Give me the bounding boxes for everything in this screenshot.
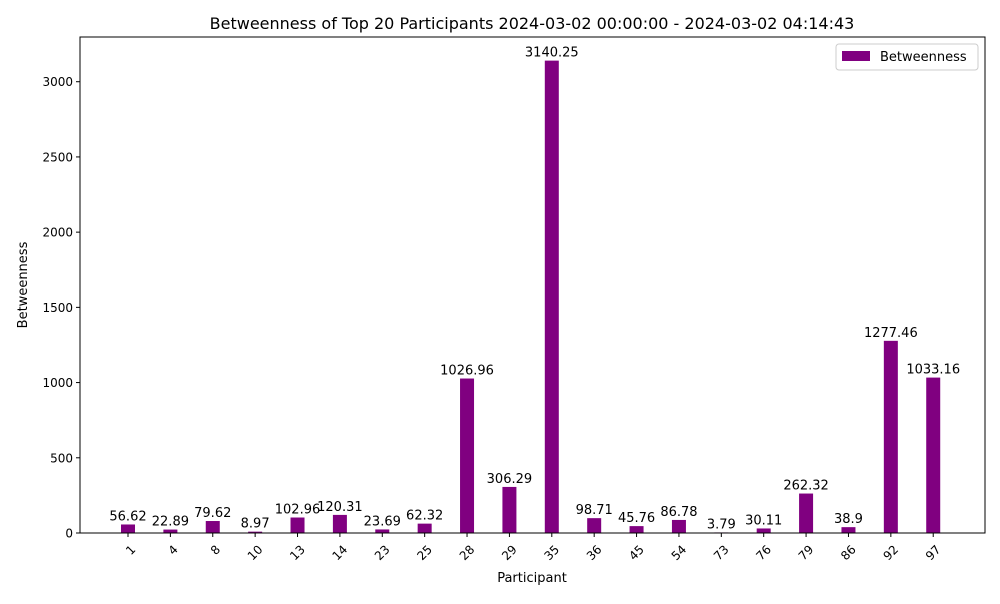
bar-76 — [756, 528, 771, 533]
bar-value-label-86: 38.9 — [834, 512, 863, 527]
bar-36 — [587, 518, 602, 533]
y-tick-label-1000: 1000 — [42, 376, 73, 390]
bar-value-label-92: 1277.46 — [864, 326, 918, 341]
bar-79 — [799, 493, 814, 533]
x-tick-label-73: 73 — [711, 542, 732, 563]
y-tick-label-2000: 2000 — [42, 226, 73, 240]
legend-swatch-betweenness — [842, 51, 870, 61]
x-tick-label-14: 14 — [330, 542, 351, 563]
bar-45 — [629, 526, 644, 533]
bar-54 — [671, 519, 686, 533]
bar-value-label-1: 56.62 — [109, 509, 146, 524]
x-tick-label-92: 92 — [880, 542, 901, 563]
bar-4 — [163, 529, 178, 533]
y-tick-label-500: 500 — [50, 451, 73, 465]
bar-92 — [883, 340, 898, 533]
bar-value-label-79: 262.32 — [783, 479, 829, 494]
bar-1 — [121, 524, 135, 533]
x-axis: 1 4 8 10 13 14 23 25 28 29 35 36 45 54 73 76 79 86 92 97 — [123, 533, 944, 563]
bar-series-betweenness — [121, 60, 941, 534]
bar-13 — [290, 517, 305, 533]
bar-28 — [460, 378, 475, 533]
bar-14 — [332, 514, 347, 533]
bar-value-label-25: 62.32 — [406, 509, 443, 524]
x-tick-label-23: 23 — [372, 542, 393, 563]
bar-value-label-4: 22.89 — [152, 515, 189, 530]
bar-value-label-28: 1026.96 — [440, 364, 494, 379]
bar-value-label-45: 45.76 — [618, 511, 655, 526]
bar-value-label-14: 120.31 — [317, 500, 363, 515]
x-tick-label-54: 54 — [669, 542, 690, 563]
y-tick-label-3000: 3000 — [42, 75, 73, 89]
bar-86 — [841, 527, 856, 533]
y-tick-label-0: 0 — [65, 527, 73, 541]
x-tick-label-35: 35 — [541, 542, 562, 563]
legend-label-betweenness: Betweenness — [880, 50, 967, 65]
bar-23 — [375, 529, 390, 533]
y-axis-label: Betweenness — [16, 241, 31, 328]
legend: Betweenness — [835, 43, 979, 71]
x-tick-label-25: 25 — [414, 542, 435, 563]
x-tick-label-13: 13 — [287, 542, 308, 563]
plot-area-frame — [79, 36, 986, 534]
bar-8 — [205, 521, 220, 533]
bar-value-label-23: 23.69 — [364, 514, 401, 529]
bar-value-label-54: 86.78 — [660, 505, 697, 520]
legend-box — [835, 43, 979, 71]
y-axis: 0 500 1000 1500 2000 2500 3000 — [42, 75, 80, 541]
x-tick-label-28: 28 — [457, 542, 478, 563]
x-tick-label-8: 8 — [208, 542, 223, 557]
x-tick-label-36: 36 — [584, 542, 605, 563]
bar-value-label-10: 8.97 — [241, 517, 270, 532]
x-tick-label-10: 10 — [245, 542, 266, 563]
bar-35 — [544, 60, 559, 534]
y-tick-label-2500: 2500 — [42, 150, 73, 164]
x-tick-label-76: 76 — [753, 542, 774, 563]
x-tick-label-45: 45 — [626, 542, 647, 563]
x-tick-label-86: 86 — [838, 542, 859, 563]
bar-29 — [502, 486, 517, 533]
y-tick-label-1500: 1500 — [42, 301, 73, 315]
bar-value-label-76: 30.11 — [745, 513, 782, 528]
bar-value-label-36: 98.71 — [576, 503, 613, 518]
x-tick-label-4: 4 — [165, 542, 180, 557]
x-tick-label-97: 97 — [923, 542, 944, 563]
chart-title: Betweenness of Top 20 Participants 2024-… — [210, 14, 855, 33]
x-axis-label: Participant — [497, 571, 567, 586]
bar-97 — [926, 377, 941, 533]
bar-value-label-73: 3.79 — [707, 517, 736, 532]
bar-value-label-8: 79.62 — [194, 506, 231, 521]
x-tick-label-29: 29 — [499, 542, 520, 563]
bar-value-label-35: 3140.25 — [525, 46, 579, 61]
x-tick-label-79: 79 — [796, 542, 817, 563]
x-tick-label-1: 1 — [123, 542, 138, 557]
bar-10 — [248, 531, 263, 533]
bar-25 — [417, 523, 432, 533]
bar-value-label-97: 1033.16 — [906, 363, 960, 378]
bar-value-label-29: 306.29 — [487, 472, 533, 487]
bar-value-label-13: 102.96 — [275, 503, 321, 518]
